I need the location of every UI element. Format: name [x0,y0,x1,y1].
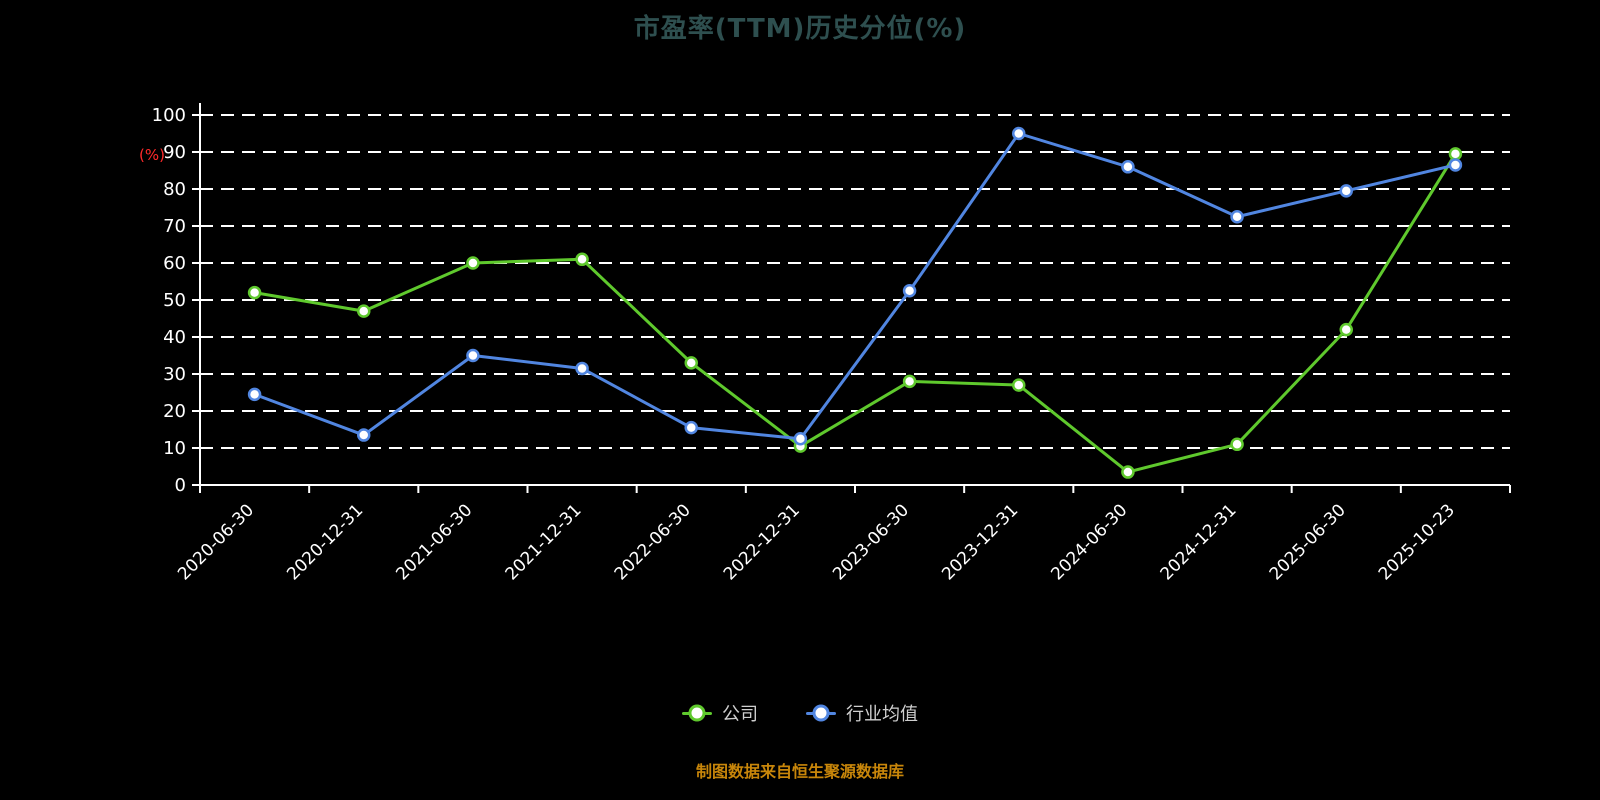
x-tick-label: 2023-06-30 [829,500,913,584]
x-tick-label: 2020-12-31 [283,500,367,584]
series-point-company [1230,437,1244,452]
series-line-industry-average [253,132,1457,441]
series-point-company [684,356,698,370]
data-source-note: 制图数据来自恒生聚源数据库 [695,762,904,781]
y-tick-label: 30 [163,364,186,385]
series-point-industry-average [1448,158,1463,172]
series-point-industry-average [1012,126,1026,141]
series-point-company [1012,378,1026,392]
series-point-company [357,304,371,318]
y-tick-label: 100 [152,105,186,126]
x-tick-label: 2022-06-30 [611,500,695,584]
legend-item-industry-average[interactable]: 行业均值 [806,700,918,726]
series-point-industry-average [575,361,589,376]
x-tick-label: 2022-12-31 [720,500,804,584]
series-point-industry-average [1230,210,1244,224]
series-point-company [1339,322,1353,337]
legend-label: 公司 [722,704,758,725]
x-tick-label: 2025-06-30 [1266,500,1350,584]
y-tick-label: 0 [175,475,186,496]
y-tick-label: 10 [163,438,186,459]
chart-legend: 公司 行业均值 [0,700,1600,726]
series-point-company [1448,147,1463,161]
legend-ring-company-icon [688,704,706,722]
legend-item-company[interactable]: 公司 [682,700,758,726]
x-tick-label: 2021-06-30 [392,500,476,584]
x-tick-label: 2024-12-31 [1157,500,1241,584]
y-tick-label: 40 [163,327,186,348]
x-tick-label: 2025-10-23 [1375,500,1459,584]
series-point-company [1121,465,1135,479]
series-point-industry-average [684,420,698,435]
y-tick-label: 80 [163,179,186,200]
y-tick-label: 20 [163,401,186,422]
x-tick-label: 2021-12-31 [502,500,586,584]
legend-ring-industry-average-icon [812,704,830,722]
series-point-company [575,252,589,267]
legend-marker-company-icon [682,704,712,722]
x-tick-label: 2023-12-31 [938,500,1022,584]
series-point-industry-average [902,284,917,298]
series-point-company [247,285,262,300]
legend-marker-industry-average-icon [806,704,836,722]
series-point-industry-average [1339,184,1353,198]
y-tick-label: 90 [163,142,186,163]
y-axis-unit-label: (%) [139,146,165,164]
x-tick-label: 2020-06-30 [174,500,258,584]
y-tick-label: 70 [163,216,186,237]
pe-percentile-chart: (%) 0 10 20 30 40 50 60 70 80 90 100 2020-06-30 2020… [139,103,1511,584]
series-point-industry-average [357,428,371,442]
y-tick-label: 50 [163,290,186,311]
series-line-company [253,152,1457,474]
x-tick-label: 2024-06-30 [1047,500,1131,584]
series-point-company [902,374,917,389]
legend-label: 行业均值 [846,704,918,725]
series-point-industry-average [247,387,262,402]
y-tick-label: 60 [163,253,186,274]
series-point-industry-average [793,432,808,446]
series-point-industry-average [466,348,480,363]
series-point-industry-average [1121,160,1135,174]
series-point-company [466,256,480,270]
chart-title: 市盈率(TTM)历史分位(%) [633,14,967,44]
